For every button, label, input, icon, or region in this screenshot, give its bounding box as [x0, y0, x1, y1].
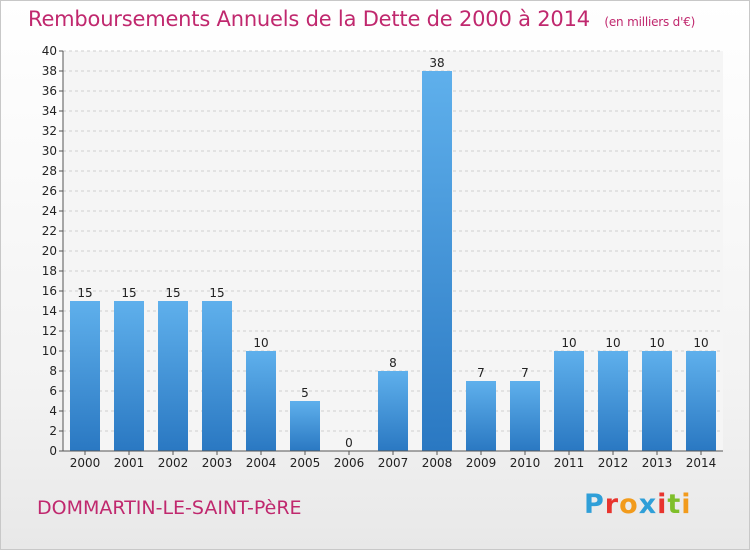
- bars: 15 15 15 15 10 5 0 8 38 7 7 10 10 10 10: [70, 56, 716, 451]
- axes: 0246810121416182022242628303234363840200…: [42, 44, 723, 470]
- bar-2008: [422, 71, 452, 451]
- proxiti-logo: Proxiti: [584, 489, 692, 520]
- bar-2013: [642, 351, 672, 451]
- y-tick-label: 16: [42, 284, 57, 298]
- x-tick-label-2009: 2009: [466, 456, 497, 470]
- value-label-2004: 10: [253, 336, 268, 350]
- y-tick-label: 14: [42, 304, 57, 318]
- y-tick-label: 8: [49, 364, 57, 378]
- logo-letter: i: [657, 489, 668, 520]
- value-label-2000: 15: [77, 286, 92, 300]
- value-label-2007: 8: [389, 356, 397, 370]
- bar-2014: [686, 351, 716, 451]
- value-label-2011: 10: [561, 336, 576, 350]
- x-tick-label-2012: 2012: [598, 456, 629, 470]
- y-tick-label: 18: [42, 264, 57, 278]
- bar-2003: [202, 301, 232, 451]
- value-label-2001: 15: [121, 286, 136, 300]
- bar-2010: [510, 381, 540, 451]
- y-tick-label: 28: [42, 164, 57, 178]
- bar-2000: [70, 301, 100, 451]
- bar-2007: [378, 371, 408, 451]
- value-label-2005: 5: [301, 386, 309, 400]
- commune-name: DOMMARTIN-LE-SAINT-PèRE: [37, 497, 302, 519]
- logo-letter: P: [584, 489, 605, 520]
- x-tick-label-2008: 2008: [422, 456, 453, 470]
- y-tick-label: 10: [42, 344, 57, 358]
- x-tick-label-2014: 2014: [686, 456, 717, 470]
- y-tick-label: 34: [42, 104, 57, 118]
- logo-letter: r: [604, 489, 620, 520]
- y-tick-label: 38: [42, 64, 57, 78]
- value-label-2008: 38: [429, 56, 444, 70]
- value-label-2009: 7: [477, 366, 485, 380]
- logo-letter: o: [619, 489, 639, 520]
- y-tick-label: 30: [42, 144, 57, 158]
- x-tick-label-2005: 2005: [290, 456, 321, 470]
- chart-title: Remboursements Annuels de la Dette de 20…: [28, 7, 695, 31]
- bar-2005: [290, 401, 320, 451]
- value-label-2003: 15: [209, 286, 224, 300]
- x-tick-label-2001: 2001: [114, 456, 145, 470]
- logo-letter: t: [667, 489, 682, 520]
- x-tick-label-2003: 2003: [202, 456, 233, 470]
- bar-2001: [114, 301, 144, 451]
- y-tick-label: 0: [49, 444, 57, 458]
- y-tick-label: 4: [49, 404, 57, 418]
- logo-letter: x: [638, 489, 658, 520]
- y-tick-label: 12: [42, 324, 57, 338]
- y-tick-label: 32: [42, 124, 57, 138]
- y-tick-label: 36: [42, 84, 57, 98]
- y-tick-label: 2: [49, 424, 57, 438]
- x-tick-label-2007: 2007: [378, 456, 409, 470]
- logo-letter: i: [681, 489, 692, 520]
- x-tick-label-2000: 2000: [70, 456, 101, 470]
- chart-unit: (en milliers d'€): [604, 15, 696, 29]
- x-tick-label-2010: 2010: [510, 456, 541, 470]
- y-tick-label: 40: [42, 44, 57, 58]
- bar-2009: [466, 381, 496, 451]
- value-label-2013: 10: [649, 336, 664, 350]
- y-tick-label: 6: [49, 384, 57, 398]
- y-tick-label: 20: [42, 244, 57, 258]
- x-tick-label-2011: 2011: [554, 456, 585, 470]
- bar-2002: [158, 301, 188, 451]
- x-tick-label-2013: 2013: [642, 456, 673, 470]
- x-tick-label-2004: 2004: [246, 456, 277, 470]
- bar-2004: [246, 351, 276, 451]
- x-tick-label-2002: 2002: [158, 456, 189, 470]
- y-tick-label: 26: [42, 184, 57, 198]
- chart-title-text: Remboursements Annuels de la Dette de 20…: [28, 7, 590, 31]
- value-label-2002: 15: [165, 286, 180, 300]
- value-label-2014: 10: [693, 336, 708, 350]
- value-label-2012: 10: [605, 336, 620, 350]
- x-tick-label-2006: 2006: [334, 456, 365, 470]
- bar-2011: [554, 351, 584, 451]
- value-label-2010: 7: [521, 366, 529, 380]
- y-tick-label: 24: [42, 204, 57, 218]
- bar-2012: [598, 351, 628, 451]
- y-tick-label: 22: [42, 224, 57, 238]
- value-label-2006: 0: [345, 436, 353, 450]
